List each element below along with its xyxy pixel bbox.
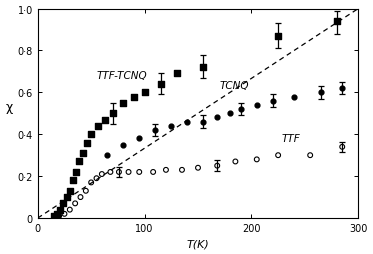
Point [291, 95, 297, 99]
Point [131, 95, 137, 99]
Point [94, 177, 100, 181]
Point [110, 112, 116, 116]
Point [70, 179, 76, 183]
Point [179, 168, 185, 172]
Point [102, 118, 108, 122]
Point [136, 137, 142, 141]
Point [270, 99, 276, 103]
Point [120, 143, 126, 147]
Text: TCNQ: TCNQ [219, 81, 249, 91]
Point [76, 160, 82, 164]
Y-axis label: χ: χ [6, 101, 13, 114]
Text: TTF: TTF [281, 133, 300, 143]
Point [214, 164, 220, 168]
Point [95, 124, 101, 128]
Point [83, 189, 89, 193]
Point [195, 166, 201, 170]
Point [88, 181, 94, 185]
Point [62, 212, 68, 216]
Point [339, 87, 345, 91]
Point [116, 170, 122, 174]
Point [152, 129, 158, 133]
Point [214, 116, 220, 120]
Point [78, 195, 84, 199]
Point [318, 91, 324, 95]
Point [57, 208, 63, 212]
Point [254, 103, 260, 107]
Point [232, 160, 238, 164]
Point [126, 170, 132, 174]
Point [163, 168, 169, 172]
Point [54, 212, 60, 216]
Point [80, 151, 86, 155]
Point [84, 141, 90, 145]
Point [275, 153, 281, 157]
Point [64, 195, 70, 199]
Point [184, 120, 190, 124]
X-axis label: T(K): T(K) [186, 239, 209, 248]
Point [73, 170, 79, 174]
Point [60, 201, 66, 205]
Point [51, 214, 57, 218]
Point [158, 83, 164, 87]
Point [174, 72, 180, 76]
Text: TTF-TCNQ: TTF-TCNQ [97, 70, 147, 80]
Point [67, 208, 73, 212]
Point [150, 170, 156, 174]
Point [72, 201, 78, 205]
Point [227, 112, 233, 116]
Point [99, 172, 105, 176]
Point [200, 120, 206, 124]
Point [275, 35, 281, 39]
Point [120, 101, 126, 105]
Point [56, 214, 62, 218]
Point [88, 133, 94, 137]
Point [142, 91, 148, 95]
Point [334, 20, 340, 24]
Point [254, 158, 260, 162]
Point [238, 108, 244, 112]
Point [136, 170, 142, 174]
Point [168, 124, 174, 128]
Point [307, 153, 313, 157]
Point [104, 153, 110, 157]
Point [200, 66, 206, 70]
Point [107, 170, 113, 174]
Point [67, 189, 73, 193]
Point [339, 145, 345, 149]
